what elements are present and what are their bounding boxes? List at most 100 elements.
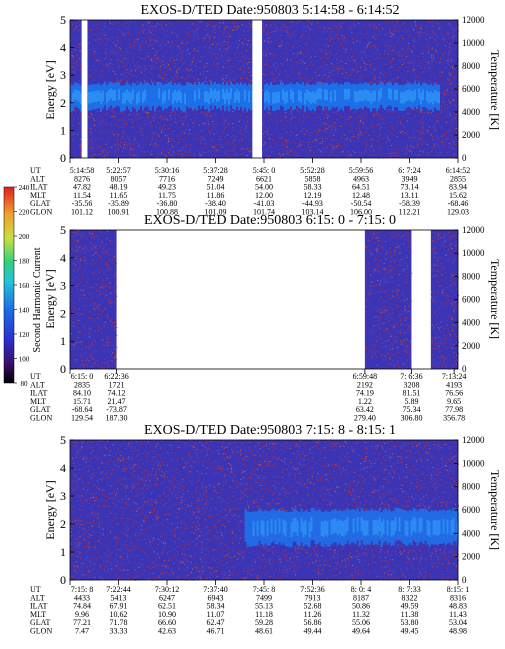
- band-core: [418, 88, 420, 99]
- speckle-dot: [203, 28, 205, 30]
- speckle-dot: [200, 143, 202, 145]
- speckle-dot: [376, 356, 377, 358]
- speckle-dot: [372, 81, 374, 83]
- speckle-dot: [192, 57, 194, 59]
- speckle-dot: [87, 139, 89, 141]
- speckle-dot: [190, 61, 192, 63]
- speckle-dot: [377, 270, 379, 272]
- speckle-dot: [211, 50, 213, 52]
- speckle-dot: [292, 115, 293, 117]
- band-column: [424, 82, 426, 107]
- speckle-dot: [433, 57, 434, 59]
- speckle-dot: [347, 139, 349, 140]
- speckle-dot: [408, 310, 410, 312]
- speckle-dot: [108, 151, 110, 153]
- speckle-dot: [181, 133, 183, 135]
- speckle-dot: [178, 150, 180, 152]
- speckle-dot: [395, 30, 397, 32]
- band-core: [108, 89, 110, 101]
- panel-1-title: EXOS-D/TED Date:950803 5:14:58 - 6:14:52: [141, 3, 400, 18]
- speckle-dot: [276, 30, 278, 32]
- speckle-dot: [282, 141, 284, 143]
- speckle-dot: [134, 139, 136, 141]
- speckle-dot: [240, 149, 242, 151]
- speckle-dot: [267, 111, 269, 113]
- speckle-dot: [76, 249, 78, 251]
- speckle-dot: [295, 155, 297, 157]
- speckle-dot: [175, 73, 177, 75]
- speckle-dot: [351, 56, 352, 58]
- speckle-dot: [102, 310, 104, 312]
- speckle-dot: [450, 135, 452, 137]
- speckle-dot: [195, 113, 197, 115]
- speckle-dot: [75, 244, 77, 246]
- speckle-dot: [84, 271, 86, 272]
- speckle-dot: [308, 80, 310, 82]
- speckle-dot: [108, 339, 110, 341]
- speckle-dot: [180, 111, 182, 113]
- speckle-dot: [333, 25, 335, 27]
- speckle-dot: [456, 363, 457, 365]
- speckle-dot: [112, 50, 114, 52]
- speckle-dot: [408, 61, 410, 63]
- speckle-dot: [295, 154, 297, 156]
- speckle-dot: [456, 98, 457, 100]
- speckle-dot: [165, 65, 167, 67]
- speckle-dot: [351, 20, 353, 22]
- speckle-dot: [221, 43, 223, 44]
- ytick-label: 5: [60, 13, 66, 27]
- speckle-dot: [431, 47, 433, 49]
- speckle-dot: [363, 141, 365, 143]
- speckle-dot: [115, 150, 116, 152]
- speckle-dot: [245, 67, 246, 69]
- speckle-dot: [207, 121, 209, 123]
- speckle-dot: [441, 292, 443, 294]
- band-column: [200, 83, 202, 109]
- speckle-dot: [452, 138, 454, 140]
- speckle-dot: [80, 356, 82, 358]
- speckle-dot: [449, 247, 451, 249]
- speckle-dot: [439, 26, 441, 28]
- speckle-dot: [269, 66, 271, 68]
- speckle-dot: [426, 35, 428, 36]
- speckle-dot: [113, 337, 115, 338]
- speckle-dot: [298, 155, 300, 156]
- speckle-dot: [387, 332, 388, 334]
- speckle-dot: [282, 128, 284, 130]
- speckle-dot: [209, 130, 211, 132]
- speckle-dot: [141, 40, 143, 42]
- speckle-dot: [306, 68, 308, 70]
- speckle-dot: [76, 109, 78, 111]
- speckle-dot: [122, 136, 123, 138]
- speckle-dot: [309, 135, 311, 137]
- speckle-dot: [447, 78, 449, 80]
- speckle-dot: [306, 31, 308, 33]
- speckle-dot: [115, 294, 117, 296]
- speckle-dot: [144, 151, 146, 153]
- speckle-dot: [439, 326, 441, 328]
- speckle-dot: [105, 285, 107, 287]
- panel-1-ylabel-right: Temperature [K]: [488, 50, 502, 130]
- speckle-dot: [72, 55, 74, 57]
- speckle-dot: [384, 268, 386, 270]
- ytick-right-label: 10000: [462, 38, 485, 48]
- speckle-dot: [274, 79, 276, 81]
- speckle-dot: [279, 29, 281, 31]
- speckle-dot: [428, 114, 430, 115]
- speckle-dot: [102, 251, 104, 253]
- speckle-dot: [273, 31, 275, 32]
- speckle-dot: [382, 118, 383, 120]
- speckle-dot: [409, 341, 411, 343]
- speckle-dot: [371, 126, 373, 128]
- band-core: [304, 92, 306, 105]
- speckle-dot: [148, 30, 150, 32]
- speckle-dot: [234, 135, 236, 137]
- speckle-dot: [419, 65, 421, 66]
- speckle-dot: [196, 28, 198, 30]
- speckle-dot: [446, 122, 448, 124]
- speckle-dot: [397, 77, 399, 79]
- speckle-dot: [109, 62, 111, 64]
- band-core: [80, 92, 82, 105]
- speckle-dot: [325, 65, 327, 66]
- speckle-dot: [369, 46, 371, 47]
